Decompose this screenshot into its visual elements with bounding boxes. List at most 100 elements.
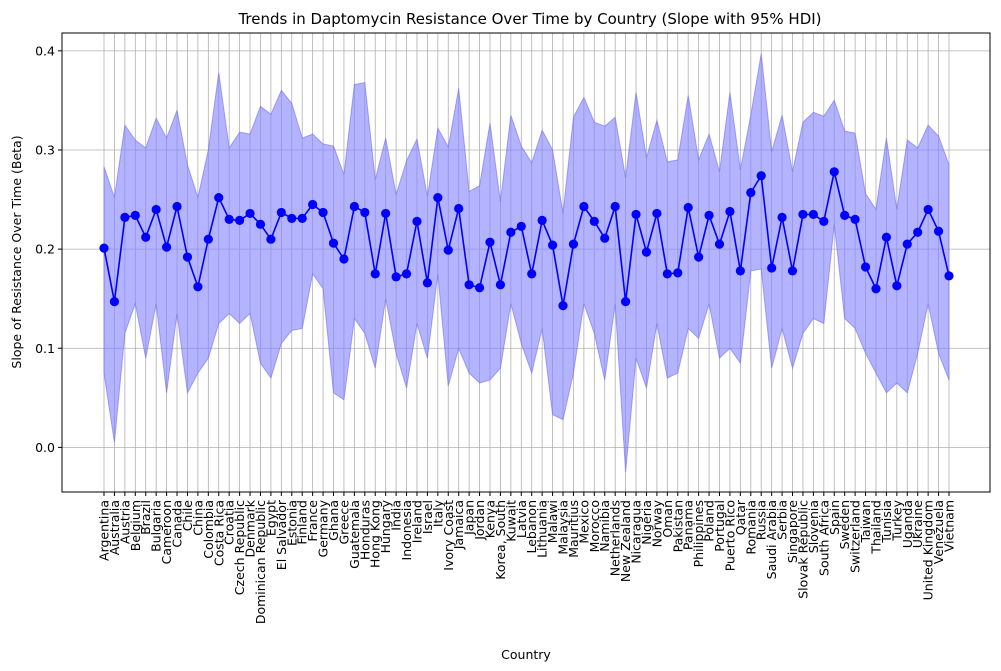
data-point bbox=[714, 239, 725, 249]
data-point bbox=[120, 212, 130, 222]
data-point bbox=[933, 226, 944, 236]
x-tick-label: Kuwait bbox=[503, 500, 518, 542]
y-tick-label: 0.2 bbox=[35, 242, 55, 257]
x-tick-label: Vietnam bbox=[942, 500, 957, 552]
data-point bbox=[683, 202, 693, 213]
x-tick-label: Australia bbox=[107, 500, 122, 555]
x-tick-label: Panama bbox=[681, 500, 696, 550]
y-tick-label: 0.0 bbox=[35, 440, 55, 455]
x-tick-label: Lebanon bbox=[524, 500, 539, 554]
y-tick-label: 0.4 bbox=[35, 43, 55, 58]
x-tick-label: Israel bbox=[420, 500, 435, 534]
data-point bbox=[704, 210, 714, 221]
data-point bbox=[798, 209, 808, 220]
x-tick-label: Nigeria bbox=[639, 500, 654, 545]
x-tick-label: Germany bbox=[316, 499, 331, 557]
x-tick-label: Finland bbox=[295, 500, 310, 545]
series-line bbox=[103, 171, 950, 306]
x-tick-label: Kenya bbox=[482, 500, 497, 538]
x-tick-label: Switzerland bbox=[848, 500, 863, 573]
data-point bbox=[725, 206, 735, 217]
x-tick-label: Russia bbox=[754, 500, 769, 540]
data-point bbox=[662, 269, 672, 279]
x-tick-label: United Kingdom bbox=[921, 500, 936, 600]
data-point bbox=[328, 238, 339, 248]
x-tick-label: El Salvador bbox=[274, 499, 289, 570]
x-tick-label: Austria bbox=[117, 500, 132, 544]
data-point bbox=[589, 216, 599, 226]
x-tick-label: Czech Republic bbox=[232, 500, 247, 595]
data-point bbox=[860, 262, 871, 272]
x-tick-label: Slovak Republic bbox=[795, 500, 810, 599]
data-point bbox=[172, 201, 182, 212]
x-tick-label: Malaysia bbox=[556, 500, 571, 555]
x-tick-label: Morocco bbox=[587, 500, 602, 552]
x-tick-label: Qatar bbox=[733, 499, 748, 535]
x-tick-label: Slovenia bbox=[806, 500, 821, 553]
data-point bbox=[370, 269, 380, 279]
y-tick-label: 0.1 bbox=[35, 341, 55, 356]
data-point bbox=[224, 214, 234, 224]
data-point bbox=[787, 266, 798, 276]
data-point bbox=[161, 242, 172, 252]
data-point bbox=[547, 240, 558, 250]
x-tick-label: Serbia bbox=[775, 500, 790, 540]
x-tick-label: Poland bbox=[702, 500, 717, 542]
x-tick-label: Ukraine bbox=[910, 500, 925, 549]
x-tick-label: Croatia bbox=[222, 500, 237, 545]
x-tick-label: Ghana bbox=[326, 500, 341, 541]
data-point bbox=[808, 209, 818, 220]
x-tick-label: Canada bbox=[170, 500, 185, 548]
x-tick-label: Philippines bbox=[691, 500, 706, 567]
y-axis-label: Slope of Resistance Over Time (Beta) bbox=[9, 135, 24, 368]
data-point bbox=[318, 207, 328, 218]
data-point bbox=[746, 188, 756, 198]
data-point bbox=[454, 203, 464, 214]
data-point bbox=[193, 282, 203, 292]
data-point bbox=[944, 271, 954, 281]
data-point bbox=[287, 213, 297, 223]
data-point bbox=[474, 283, 485, 293]
x-tick-label: Portugal bbox=[712, 500, 727, 552]
data-point bbox=[621, 297, 631, 307]
x-tick-label: Ireland bbox=[409, 500, 424, 543]
x-tick-label: Tunisia bbox=[879, 500, 894, 544]
data-point bbox=[360, 207, 370, 218]
data-point bbox=[913, 227, 923, 237]
hdi-band bbox=[103, 53, 950, 473]
x-tick-label: Belgium bbox=[128, 500, 143, 551]
x-tick-label: Mauritius bbox=[566, 500, 581, 558]
data-point bbox=[892, 281, 902, 291]
data-point bbox=[182, 252, 193, 262]
x-tick-label: Oman bbox=[660, 500, 675, 538]
data-point bbox=[923, 204, 933, 215]
x-tick-label: South Africa bbox=[816, 500, 831, 576]
x-tick-label: Saudi Arabia bbox=[764, 500, 779, 579]
x-tick-label: Hong Kong bbox=[368, 500, 383, 568]
data-point bbox=[495, 280, 506, 290]
data-point bbox=[652, 208, 662, 219]
data-point bbox=[506, 227, 516, 237]
y-axis-ticks: 0.0 0.1 0.2 0.3 0.4 bbox=[35, 43, 62, 455]
x-tick-label: Chile bbox=[180, 500, 195, 532]
x-tick-label: Dominican Republic bbox=[253, 500, 268, 624]
data-point bbox=[266, 234, 276, 244]
x-tick-label: Brazil bbox=[138, 500, 153, 535]
x-tick-label: Honduras bbox=[357, 500, 372, 560]
data-point bbox=[579, 201, 589, 212]
x-tick-label: Cameroon bbox=[159, 500, 174, 564]
data-point bbox=[130, 210, 140, 221]
data-point bbox=[767, 263, 777, 273]
x-tick-label: Spain bbox=[827, 500, 842, 535]
data-point bbox=[568, 239, 579, 249]
data-point bbox=[339, 254, 349, 264]
data-point bbox=[151, 204, 161, 215]
x-tick-label: Jamaica bbox=[451, 500, 466, 550]
data-point bbox=[871, 284, 881, 294]
x-tick-label: Romania bbox=[743, 500, 758, 555]
x-axis-ticks: ArgentinaAustraliaAustriaBelgiumBrazilBu… bbox=[97, 492, 957, 624]
x-tick-label: Greece bbox=[336, 500, 351, 545]
data-point bbox=[255, 219, 266, 229]
data-point bbox=[735, 266, 745, 276]
